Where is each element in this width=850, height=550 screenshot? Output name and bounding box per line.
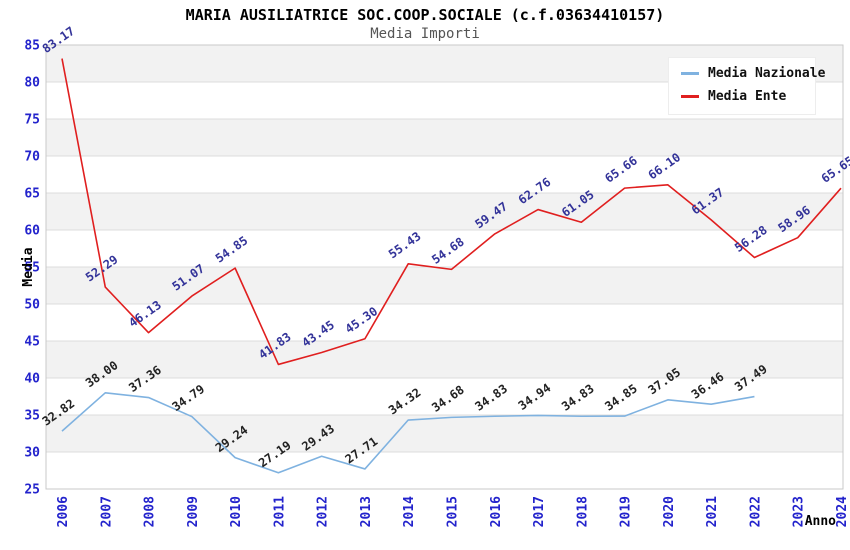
y-tick-label: 55 xyxy=(24,261,40,276)
x-tick-label: 2009 xyxy=(186,496,201,527)
x-tick-label: 2023 xyxy=(792,496,807,527)
plot-band xyxy=(46,156,843,193)
legend-label: Media Nazionale xyxy=(708,66,826,81)
series-line-media-nazionale xyxy=(61,391,755,474)
plot-band xyxy=(46,304,843,341)
series-line-media-ente xyxy=(61,58,842,366)
x-tick-label: 2021 xyxy=(705,496,720,527)
legend-line-swatch-ente xyxy=(681,95,699,98)
x-tick-label: 2013 xyxy=(359,496,374,527)
x-tick-label: 2008 xyxy=(143,496,158,527)
legend-label: Media Ente xyxy=(708,89,787,104)
x-tick-label: 2007 xyxy=(99,496,114,527)
plot-band xyxy=(46,119,843,156)
plot-band xyxy=(46,267,843,304)
x-tick-label: 2019 xyxy=(619,496,634,527)
legend-line-swatch-nazionale xyxy=(681,72,699,75)
x-tick-label: 2011 xyxy=(272,496,287,527)
legend-item-media-ente: Media Ente xyxy=(669,85,815,108)
y-tick-label: 25 xyxy=(24,483,40,498)
plot-band xyxy=(46,193,843,230)
y-tick-label: 45 xyxy=(24,335,40,350)
plot-band xyxy=(46,230,843,267)
plot-border xyxy=(45,44,844,490)
y-tick-label: 65 xyxy=(24,187,40,202)
y-tick-label: 60 xyxy=(24,224,40,239)
x-tick-label: 2015 xyxy=(446,496,461,527)
y-tick-label: 35 xyxy=(24,409,40,424)
x-tick-label: 2024 xyxy=(835,496,850,527)
x-tick-label: 2006 xyxy=(56,496,71,527)
y-tick-label: 75 xyxy=(24,113,40,128)
chart-subtitle: Media Importi xyxy=(370,26,480,42)
legend: Media Nazionale Media Ente xyxy=(668,57,825,115)
plot-band xyxy=(46,378,843,415)
plot-band xyxy=(46,415,843,452)
plot-band xyxy=(46,452,843,489)
plot-band xyxy=(46,341,843,378)
x-tick-label: 2017 xyxy=(532,496,547,527)
x-tick-label: 2014 xyxy=(402,496,417,527)
y-tick-label: 85 xyxy=(24,39,40,54)
y-tick-label: 80 xyxy=(24,76,40,91)
y-tick-label: 40 xyxy=(24,372,40,387)
x-tick-label: 2018 xyxy=(575,496,590,527)
x-tick-label: 2016 xyxy=(489,496,504,527)
x-tick-label: 2020 xyxy=(662,496,677,527)
y-tick-label: 70 xyxy=(24,150,40,165)
x-tick-label: 2012 xyxy=(316,496,331,527)
legend-item-media-nazionale: Media Nazionale xyxy=(669,62,825,85)
chart-title: MARIA AUSILIATRICE SOC.COOP.SOCIALE (c.f… xyxy=(185,6,665,24)
x-tick-label: 2022 xyxy=(748,496,763,527)
y-axis-title: Media xyxy=(21,247,36,286)
x-axis-title: Anno xyxy=(805,514,836,529)
y-tick-label: 30 xyxy=(24,446,40,461)
y-tick-label: 50 xyxy=(24,298,40,313)
x-tick-label: 2010 xyxy=(229,496,244,527)
